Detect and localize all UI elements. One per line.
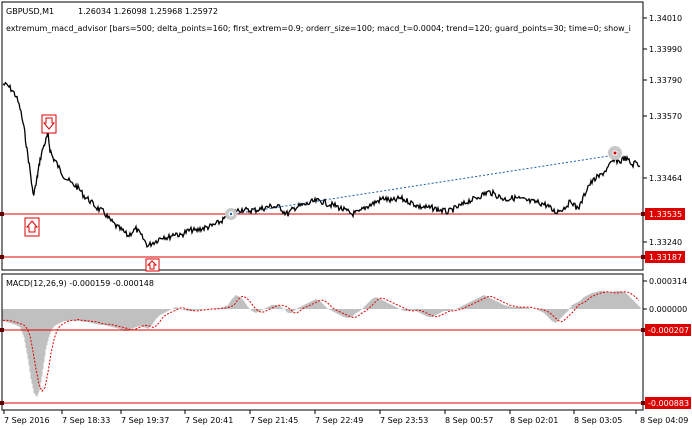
level-handle-left[interactable]	[0, 328, 4, 332]
time-tick-label: 7 Sep 19:37	[121, 416, 169, 425]
indicator-parameters-label: extremum_macd_advisor [bars=500; delta_p…	[6, 24, 631, 33]
macd-title: MACD(12,26,9) -0.000159 -0.000148	[6, 279, 154, 288]
price-chart-area[interactable]	[1, 1, 644, 271]
time-tick-label: 7 Sep 22:49	[315, 416, 363, 425]
price-tick-label: 1.33990	[649, 45, 682, 54]
entry-point-icon[interactable]	[225, 208, 237, 220]
level-handle-right[interactable]	[641, 401, 645, 405]
time-tick-label: 7 Sep 21:45	[250, 416, 298, 425]
time-tick-label: 7 Sep 20:41	[185, 416, 233, 425]
macd-chart-area[interactable]	[1, 273, 644, 411]
price-tick-label: 1.33464	[649, 174, 682, 183]
time-tick-label: 7 Sep 2016	[4, 416, 50, 425]
trend-line[interactable]	[233, 154, 616, 215]
svg-text:-0.000883: -0.000883	[648, 399, 689, 408]
macd-level-tag-upper: -0.000207	[645, 324, 691, 336]
macd-axis-label: 0.000314	[649, 277, 687, 286]
symbol-label: GBPUSD,M1	[6, 7, 54, 16]
price-level-tag-lower: 1.33187	[645, 251, 685, 263]
svg-text:1.33535: 1.33535	[649, 210, 682, 219]
macd-level-tag-lower: -0.000883	[645, 397, 691, 409]
macd-signal-line	[3, 291, 640, 393]
time-tick-label: 8 Sep 04:09	[640, 416, 688, 425]
time-tick-label: 7 Sep 23:53	[380, 416, 428, 425]
level-handle-left[interactable]	[0, 212, 4, 216]
macd-axis-label: 0.000000	[649, 305, 687, 314]
price-scale[interactable]: 1.34010 1.33990 1.33790 1.33570 1.33464 1.332…	[643, 14, 682, 247]
entry-point-icon[interactable]	[608, 146, 622, 160]
macd-histogram	[2, 291, 641, 397]
level-handle-left[interactable]	[0, 401, 4, 405]
arrow-down-marker-icon[interactable]	[41, 114, 57, 134]
svg-text:1.33187: 1.33187	[649, 253, 682, 262]
level-handle-left[interactable]	[0, 255, 4, 259]
time-tick-label: 8 Sep 00:57	[445, 416, 493, 425]
time-axis[interactable]: 7 Sep 2016 7 Sep 18:33 7 Sep 19:37 7 Sep 20…	[3, 410, 688, 425]
arrow-up-marker-icon[interactable]	[145, 258, 160, 272]
price-tick-label: 1.33570	[649, 112, 682, 121]
ohlc-label: 1.26034 1.26098 1.25968 1.25972	[78, 7, 218, 16]
price-line	[2, 81, 641, 248]
time-tick-label: 8 Sep 03:05	[574, 416, 622, 425]
price-tick-label: 1.33240	[649, 238, 682, 247]
price-tick-label: 1.34010	[649, 14, 682, 23]
level-handle-right[interactable]	[641, 328, 645, 332]
price-level-tag-upper: 1.33535	[645, 208, 685, 220]
time-tick-label: 8 Sep 02:01	[510, 416, 558, 425]
level-handle-right[interactable]	[641, 255, 645, 259]
svg-text:-0.000207: -0.000207	[648, 326, 689, 335]
arrow-up-marker-icon[interactable]	[24, 217, 40, 237]
time-tick-label: 7 Sep 18:33	[62, 416, 110, 425]
price-tick-label: 1.33790	[649, 76, 682, 85]
level-handle-right[interactable]	[641, 212, 645, 216]
